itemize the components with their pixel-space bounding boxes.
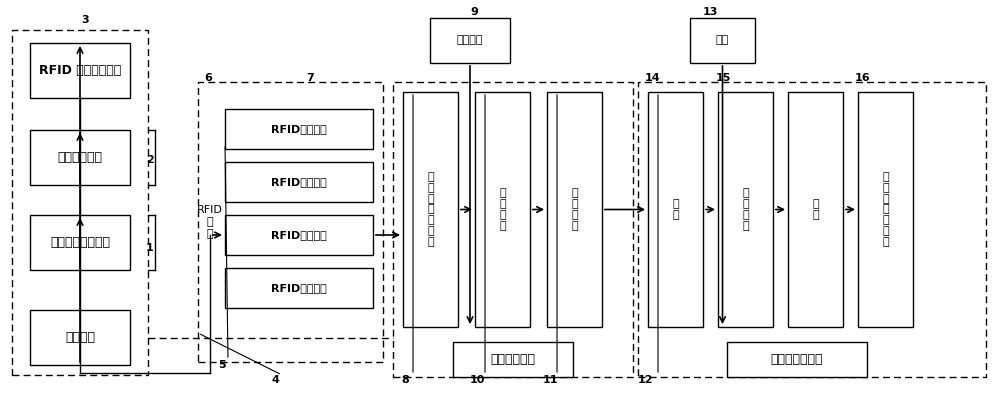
Bar (30, 310, 130, 365)
Bar (727, 342, 867, 377)
Text: 驱
动
单
元: 驱 动 单 元 (571, 188, 578, 231)
Text: 控制系统: 控制系统 (65, 331, 95, 344)
Text: 自
动
导
引
车
车
架: 自 动 导 引 车 车 架 (882, 172, 889, 247)
Text: 5: 5 (218, 360, 226, 370)
Bar (547, 92, 602, 327)
Text: 引导车机械结构: 引导车机械结构 (771, 353, 823, 366)
Text: RFID 标签编码模块: RFID 标签编码模块 (39, 64, 121, 77)
Text: 12: 12 (637, 375, 653, 385)
Text: 电源: 电源 (716, 36, 729, 45)
Text: 13: 13 (702, 7, 718, 17)
Bar (648, 92, 703, 327)
Bar (718, 92, 773, 327)
Text: 路径识别模块: 路径识别模块 (490, 353, 536, 366)
Text: 3: 3 (81, 15, 89, 25)
Text: 供电单元: 供电单元 (457, 36, 483, 45)
Text: 8: 8 (401, 375, 409, 385)
Text: 6: 6 (204, 73, 212, 83)
Bar (393, 82, 633, 377)
Text: 路径分解模块: 路径分解模块 (58, 151, 103, 164)
Bar (475, 92, 530, 327)
Bar (225, 268, 373, 308)
Text: RFID前进标签: RFID前进标签 (271, 177, 327, 187)
Text: 15: 15 (715, 73, 731, 83)
Text: 预定路径输入模块: 预定路径输入模块 (50, 236, 110, 249)
Text: 传
动
装
置: 传 动 装 置 (742, 188, 749, 231)
Text: 控
制
单
元: 控 制 单 元 (499, 188, 506, 231)
Bar (225, 162, 373, 202)
Text: 2: 2 (146, 155, 154, 165)
Bar (403, 92, 458, 327)
Text: RFID
标
签: RFID 标 签 (197, 205, 223, 239)
Text: RFID转向标签: RFID转向标签 (271, 230, 327, 240)
Text: 4: 4 (271, 375, 279, 385)
Bar (30, 130, 130, 185)
Text: 7: 7 (306, 73, 314, 83)
Bar (430, 18, 510, 63)
Text: 射
频
识
别
阅
读
器: 射 频 识 别 阅 读 器 (427, 172, 434, 247)
Bar (858, 92, 913, 327)
Text: 14: 14 (644, 73, 660, 83)
Bar (225, 215, 373, 255)
Text: RFID停止标签: RFID停止标签 (271, 124, 327, 134)
Text: 车
轮: 车 轮 (812, 199, 819, 220)
Bar (225, 109, 373, 149)
Text: 9: 9 (470, 7, 478, 17)
Bar (638, 82, 986, 377)
Bar (788, 92, 843, 327)
Bar (30, 43, 130, 98)
Text: 10: 10 (469, 375, 485, 385)
Bar (453, 342, 573, 377)
Text: RFID启动标签: RFID启动标签 (271, 283, 327, 293)
Text: 16: 16 (854, 73, 870, 83)
Bar (12, 30, 148, 375)
Bar (198, 82, 383, 362)
Text: 1: 1 (146, 243, 154, 253)
Text: 11: 11 (542, 375, 558, 385)
Bar (30, 215, 130, 270)
Text: 电
机: 电 机 (672, 199, 679, 220)
Bar (690, 18, 755, 63)
